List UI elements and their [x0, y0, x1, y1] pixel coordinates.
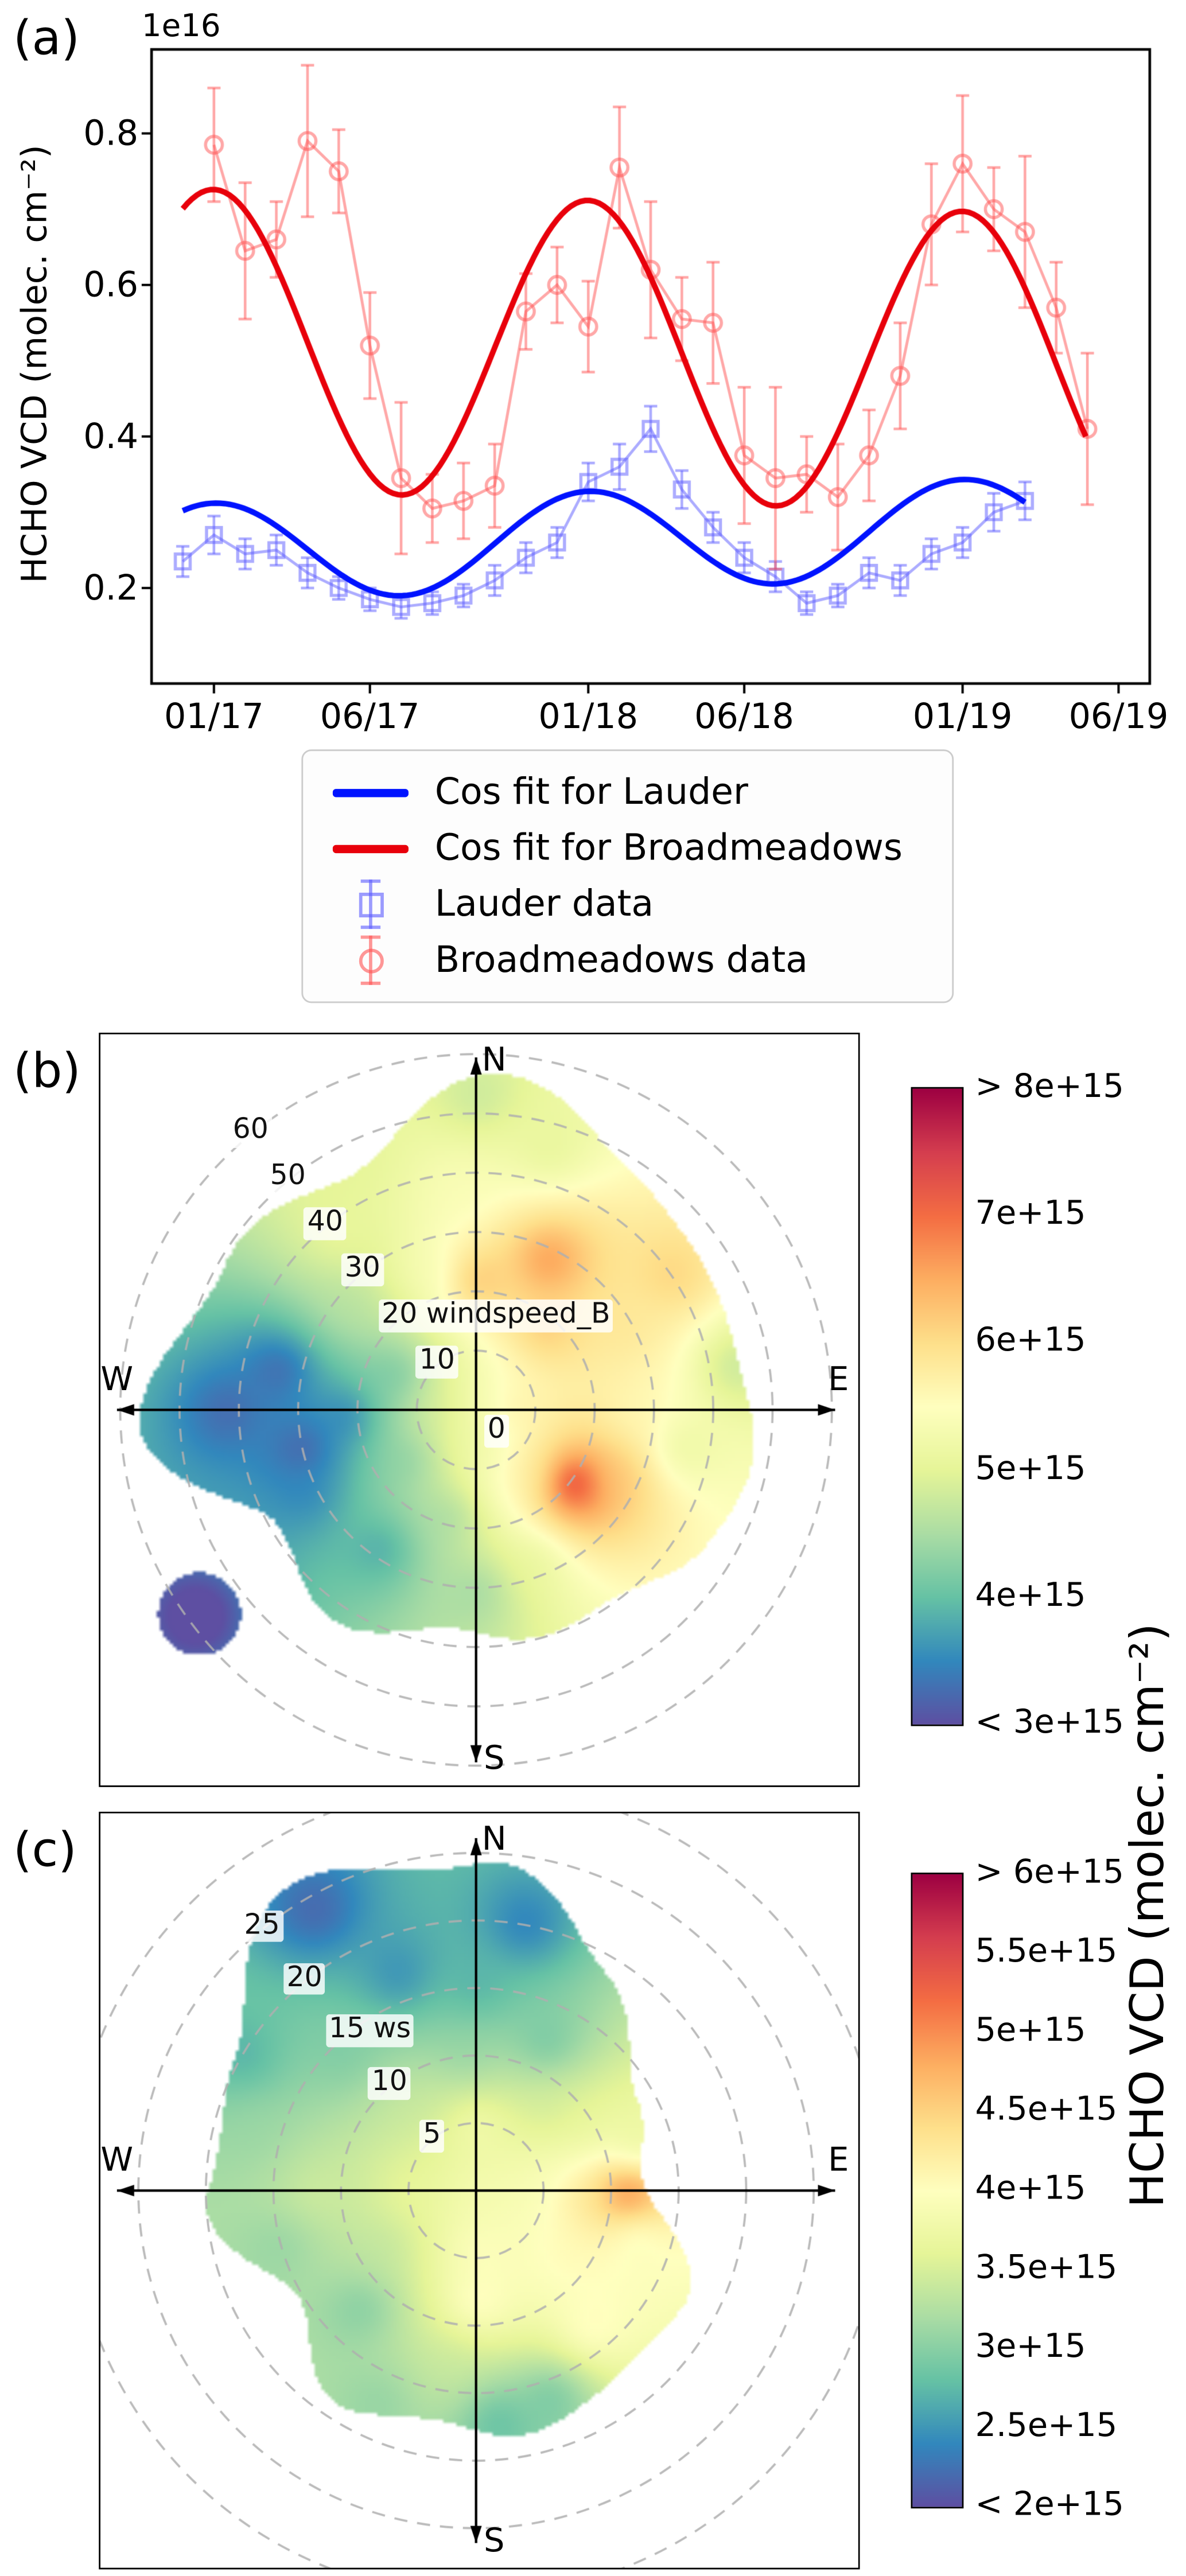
colorbar-tick-label: 2.5e+15: [975, 2404, 1118, 2445]
colorbar-axis-title: HCHO VCD (molec. cm⁻²): [1120, 1623, 1175, 2208]
legend-item-cos-fit-broadmeadows: Cos fit for Broadmeadows: [320, 820, 942, 877]
y-tick-label: 0.2: [83, 568, 139, 608]
colorbar-tick-label: 5e+15: [975, 1447, 1086, 1487]
legend-item-broadmeadows-data: Broadmeadows data: [320, 932, 942, 989]
legend-label: Cos fit for Broadmeadows: [434, 827, 903, 869]
legend: Cos fit for Lauder Cos fit for Broadmead…: [301, 749, 954, 1003]
polar-plot-ws-canvas: [99, 1811, 860, 2570]
red-line-swatch: [332, 844, 409, 853]
circle-errorbar-marker-icon: [349, 935, 392, 985]
x-tick-label: 01/17: [164, 696, 264, 737]
ring-label: 10: [415, 1345, 458, 1378]
panel-c-label: (c): [13, 1822, 77, 1878]
ring-label: 30: [341, 1252, 384, 1286]
panel-a-label: (a): [13, 10, 80, 66]
legend-label: Broadmeadows data: [434, 939, 808, 981]
lauder-fit-swatch: [320, 788, 422, 797]
colorbar-tick-label: 4e+15: [975, 2167, 1086, 2207]
compass-w: W: [100, 1359, 134, 1399]
legend-item-lauder-data: Lauder data: [320, 876, 942, 932]
colorbar-tick-label: 3.5e+15: [975, 2246, 1118, 2286]
y-tick-label: 0.4: [83, 417, 139, 457]
compass-n: N: [481, 1818, 507, 1858]
ring-label: 60: [229, 1114, 272, 1148]
y-axis-offset-text: 1e16: [141, 8, 221, 45]
ring-label: 50: [266, 1161, 309, 1194]
x-tick-label: 06/19: [1068, 696, 1169, 737]
panel-b-label: (b): [13, 1042, 81, 1099]
ring-label: 10: [368, 2067, 411, 2100]
colorbar-tick-label: 7e+15: [975, 1192, 1086, 1232]
ring-label: 40: [304, 1207, 347, 1240]
y-tick-label: 0.6: [83, 265, 139, 305]
compass-n: N: [481, 1039, 507, 1079]
ring-label: 25: [240, 1909, 283, 1943]
colorbar-tick-label: < 3e+15: [975, 1701, 1124, 1741]
colorbar-tick-label: 5e+15: [975, 2009, 1086, 2049]
x-tick-label: 06/17: [320, 696, 420, 737]
colorbar-tick-label: > 6e+15: [975, 1851, 1124, 1891]
panel-a-y-axis-title: HCHO VCD (molec. cm⁻²): [14, 145, 55, 583]
ring-label-0: 0: [484, 1414, 509, 1447]
colorbar-c-canvas: [911, 1873, 964, 2509]
colorbar-tick-label: 4.5e+15: [975, 2088, 1118, 2128]
x-tick-label: 01/18: [538, 696, 639, 737]
ring-label: 20: [283, 1962, 326, 1995]
compass-s: S: [484, 2520, 505, 2560]
ring-label: 5: [419, 2119, 445, 2153]
polar-plot-windspeed-b-canvas: [99, 1032, 860, 1787]
blue-line-swatch: [332, 788, 409, 797]
broadmeadows-fit-swatch: [320, 844, 422, 853]
colorbar-b-canvas: [911, 1087, 964, 1726]
colorbar-tick-label: 4e+15: [975, 1574, 1086, 1614]
ring-label: 15 ws: [325, 2014, 414, 2048]
legend-item-cos-fit-lauder: Cos fit for Lauder: [320, 764, 942, 820]
ring-label: 20 windspeed_B: [378, 1299, 614, 1332]
compass-e: E: [828, 1359, 849, 1399]
compass-w: W: [100, 2139, 134, 2180]
colorbar-tick-label: 6e+15: [975, 1320, 1086, 1360]
x-tick-label: 06/18: [694, 696, 794, 737]
legend-label: Lauder data: [434, 884, 654, 925]
colorbar-tick-label: 3e+15: [975, 2325, 1086, 2365]
square-errorbar-marker-icon: [349, 880, 392, 929]
colorbar-tick-label: < 2e+15: [975, 2484, 1124, 2524]
legend-label: Cos fit for Lauder: [434, 771, 749, 813]
compass-e: E: [828, 2139, 849, 2180]
x-tick-label: 01/19: [912, 696, 1013, 737]
broadmeadows-data-swatch: [320, 935, 422, 985]
timeseries-canvas: [0, 0, 1186, 775]
lauder-data-swatch: [320, 880, 422, 929]
colorbar-tick-label: 5.5e+15: [975, 1930, 1118, 1970]
colorbar-tick-label: > 8e+15: [975, 1065, 1124, 1106]
y-tick-label: 0.8: [83, 114, 139, 153]
compass-s: S: [484, 1737, 505, 1777]
